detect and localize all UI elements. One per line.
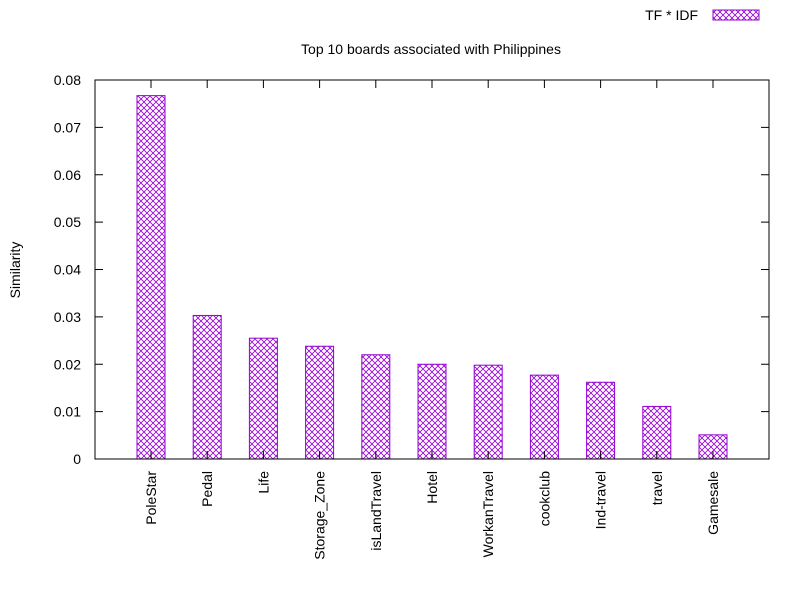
x-tick-label: Hotel [424,471,440,504]
x-tick-label: cookclub [536,471,552,526]
x-tick-label: Life [255,471,271,494]
x-tick-label: Storage_Zone [312,471,328,560]
bar [529,374,559,460]
y-tick-label: 0.03 [54,309,81,325]
bar [586,381,616,460]
y-tick-label: 0 [73,451,81,467]
bar [642,405,672,460]
y-tick-label: 0.06 [54,167,81,183]
x-axis-ticks: PoleStar Pedal Life Storage_Zone isLandTrave… [143,80,721,560]
bar [473,364,503,460]
bar [248,337,278,460]
chart-title: Top 10 boards associated with Philippine… [301,41,561,57]
legend: TF * IDF [645,7,760,23]
bar [136,95,166,460]
bar [417,363,447,460]
y-axis-ticks: 0 0.01 0.02 0.03 0.04 0.05 0.06 0.07 0.08 [54,72,769,467]
y-tick-label: 0.01 [54,404,81,420]
bar [192,314,222,460]
x-tick-label: isLandTravel [368,471,384,551]
y-tick-label: 0.04 [54,262,81,278]
y-tick-label: 0.02 [54,356,81,372]
y-tick-label: 0.08 [54,72,81,88]
x-tick-label: travel [649,471,665,505]
y-tick-label: 0.05 [54,214,81,230]
x-tick-label: Pedal [199,471,215,507]
bar [305,345,335,460]
x-tick-label: PoleStar [143,471,159,525]
x-tick-label: Gamesale [705,471,721,535]
plot-frame [94,79,770,460]
x-tick-label: WorkanTravel [480,471,496,557]
legend-swatch [712,9,760,21]
y-axis-label: Similarity [7,242,23,299]
legend-label: TF * IDF [645,7,698,23]
x-tick-label: Ind-travel [593,471,609,529]
bar [361,354,391,460]
bars [136,95,728,460]
y-tick-label: 0.07 [54,119,81,135]
